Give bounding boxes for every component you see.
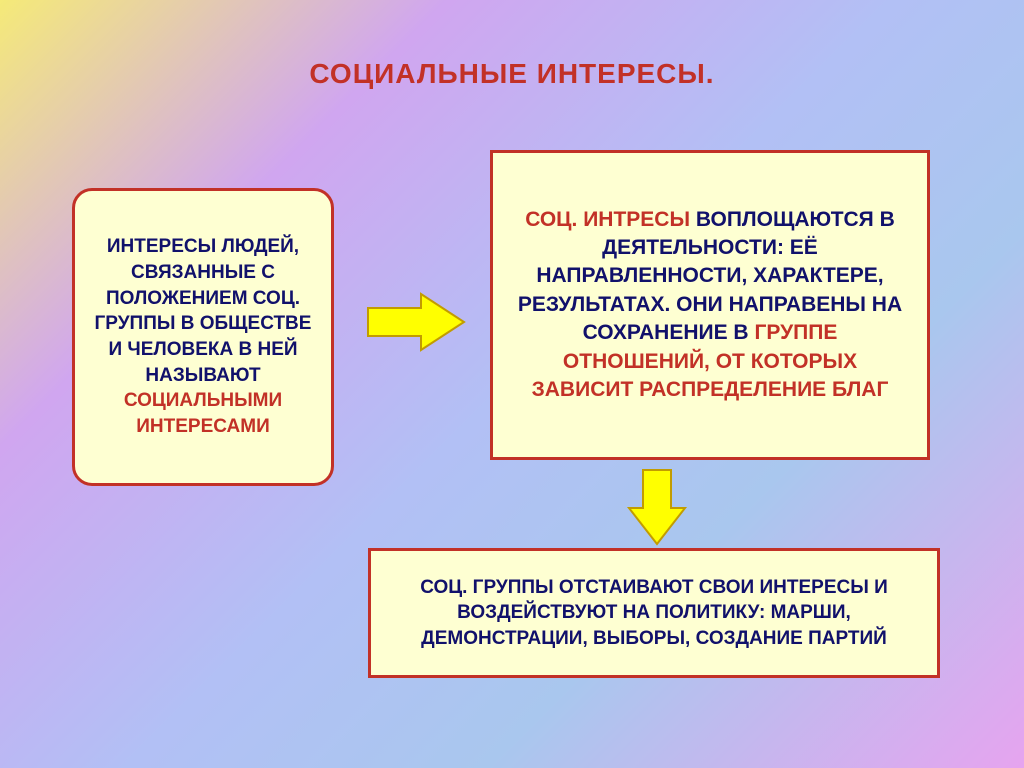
action-box-bottom: СОЦ. ГРУППЫ ОТСТАИВАЮТ СВОИ ИНТЕРЕСЫ И В… <box>368 548 940 678</box>
box-left-text: ИНТЕРЕСЫ ЛЮДЕЙ, СВЯЗАННЫЕ С ПОЛОЖЕНИЕМ С… <box>95 236 312 385</box>
box-bottom-text: СОЦ. ГРУППЫ ОТСТАИВАЮТ СВОИ ИНТЕРЕСЫ И В… <box>395 575 913 652</box>
box-right-span1: СОЦ. ИНТРЕСЫ <box>525 208 690 231</box>
definition-box-left: ИНТЕРЕСЫ ЛЮДЕЙ, СВЯЗАННЫЕ С ПОЛОЖЕНИЕМ С… <box>72 188 334 486</box>
arrow-down-icon <box>625 468 689 546</box>
box-left-highlight: СОЦИАЛЬНЫМИ ИНТЕРЕСАМИ <box>124 390 282 437</box>
slide-title: СОЦИАЛЬНЫЕ ИНТЕРЕСЫ. <box>0 58 1024 90</box>
box-right-content: СОЦ. ИНТРЕСЫ ВОПЛОЩАЮТСЯ В ДЕЯТЕЛЬНОСТИ:… <box>515 206 905 404</box>
slide-canvas: СОЦИАЛЬНЫЕ ИНТЕРЕСЫ. ИНТЕРЕСЫ ЛЮДЕЙ, СВЯ… <box>0 0 1024 768</box>
arrow-right-icon <box>366 290 466 354</box>
box-left-content: ИНТЕРЕСЫ ЛЮДЕЙ, СВЯЗАННЫЕ С ПОЛОЖЕНИЕМ С… <box>93 234 313 439</box>
description-box-right: СОЦ. ИНТРЕСЫ ВОПЛОЩАЮТСЯ В ДЕЯТЕЛЬНОСТИ:… <box>490 150 930 460</box>
